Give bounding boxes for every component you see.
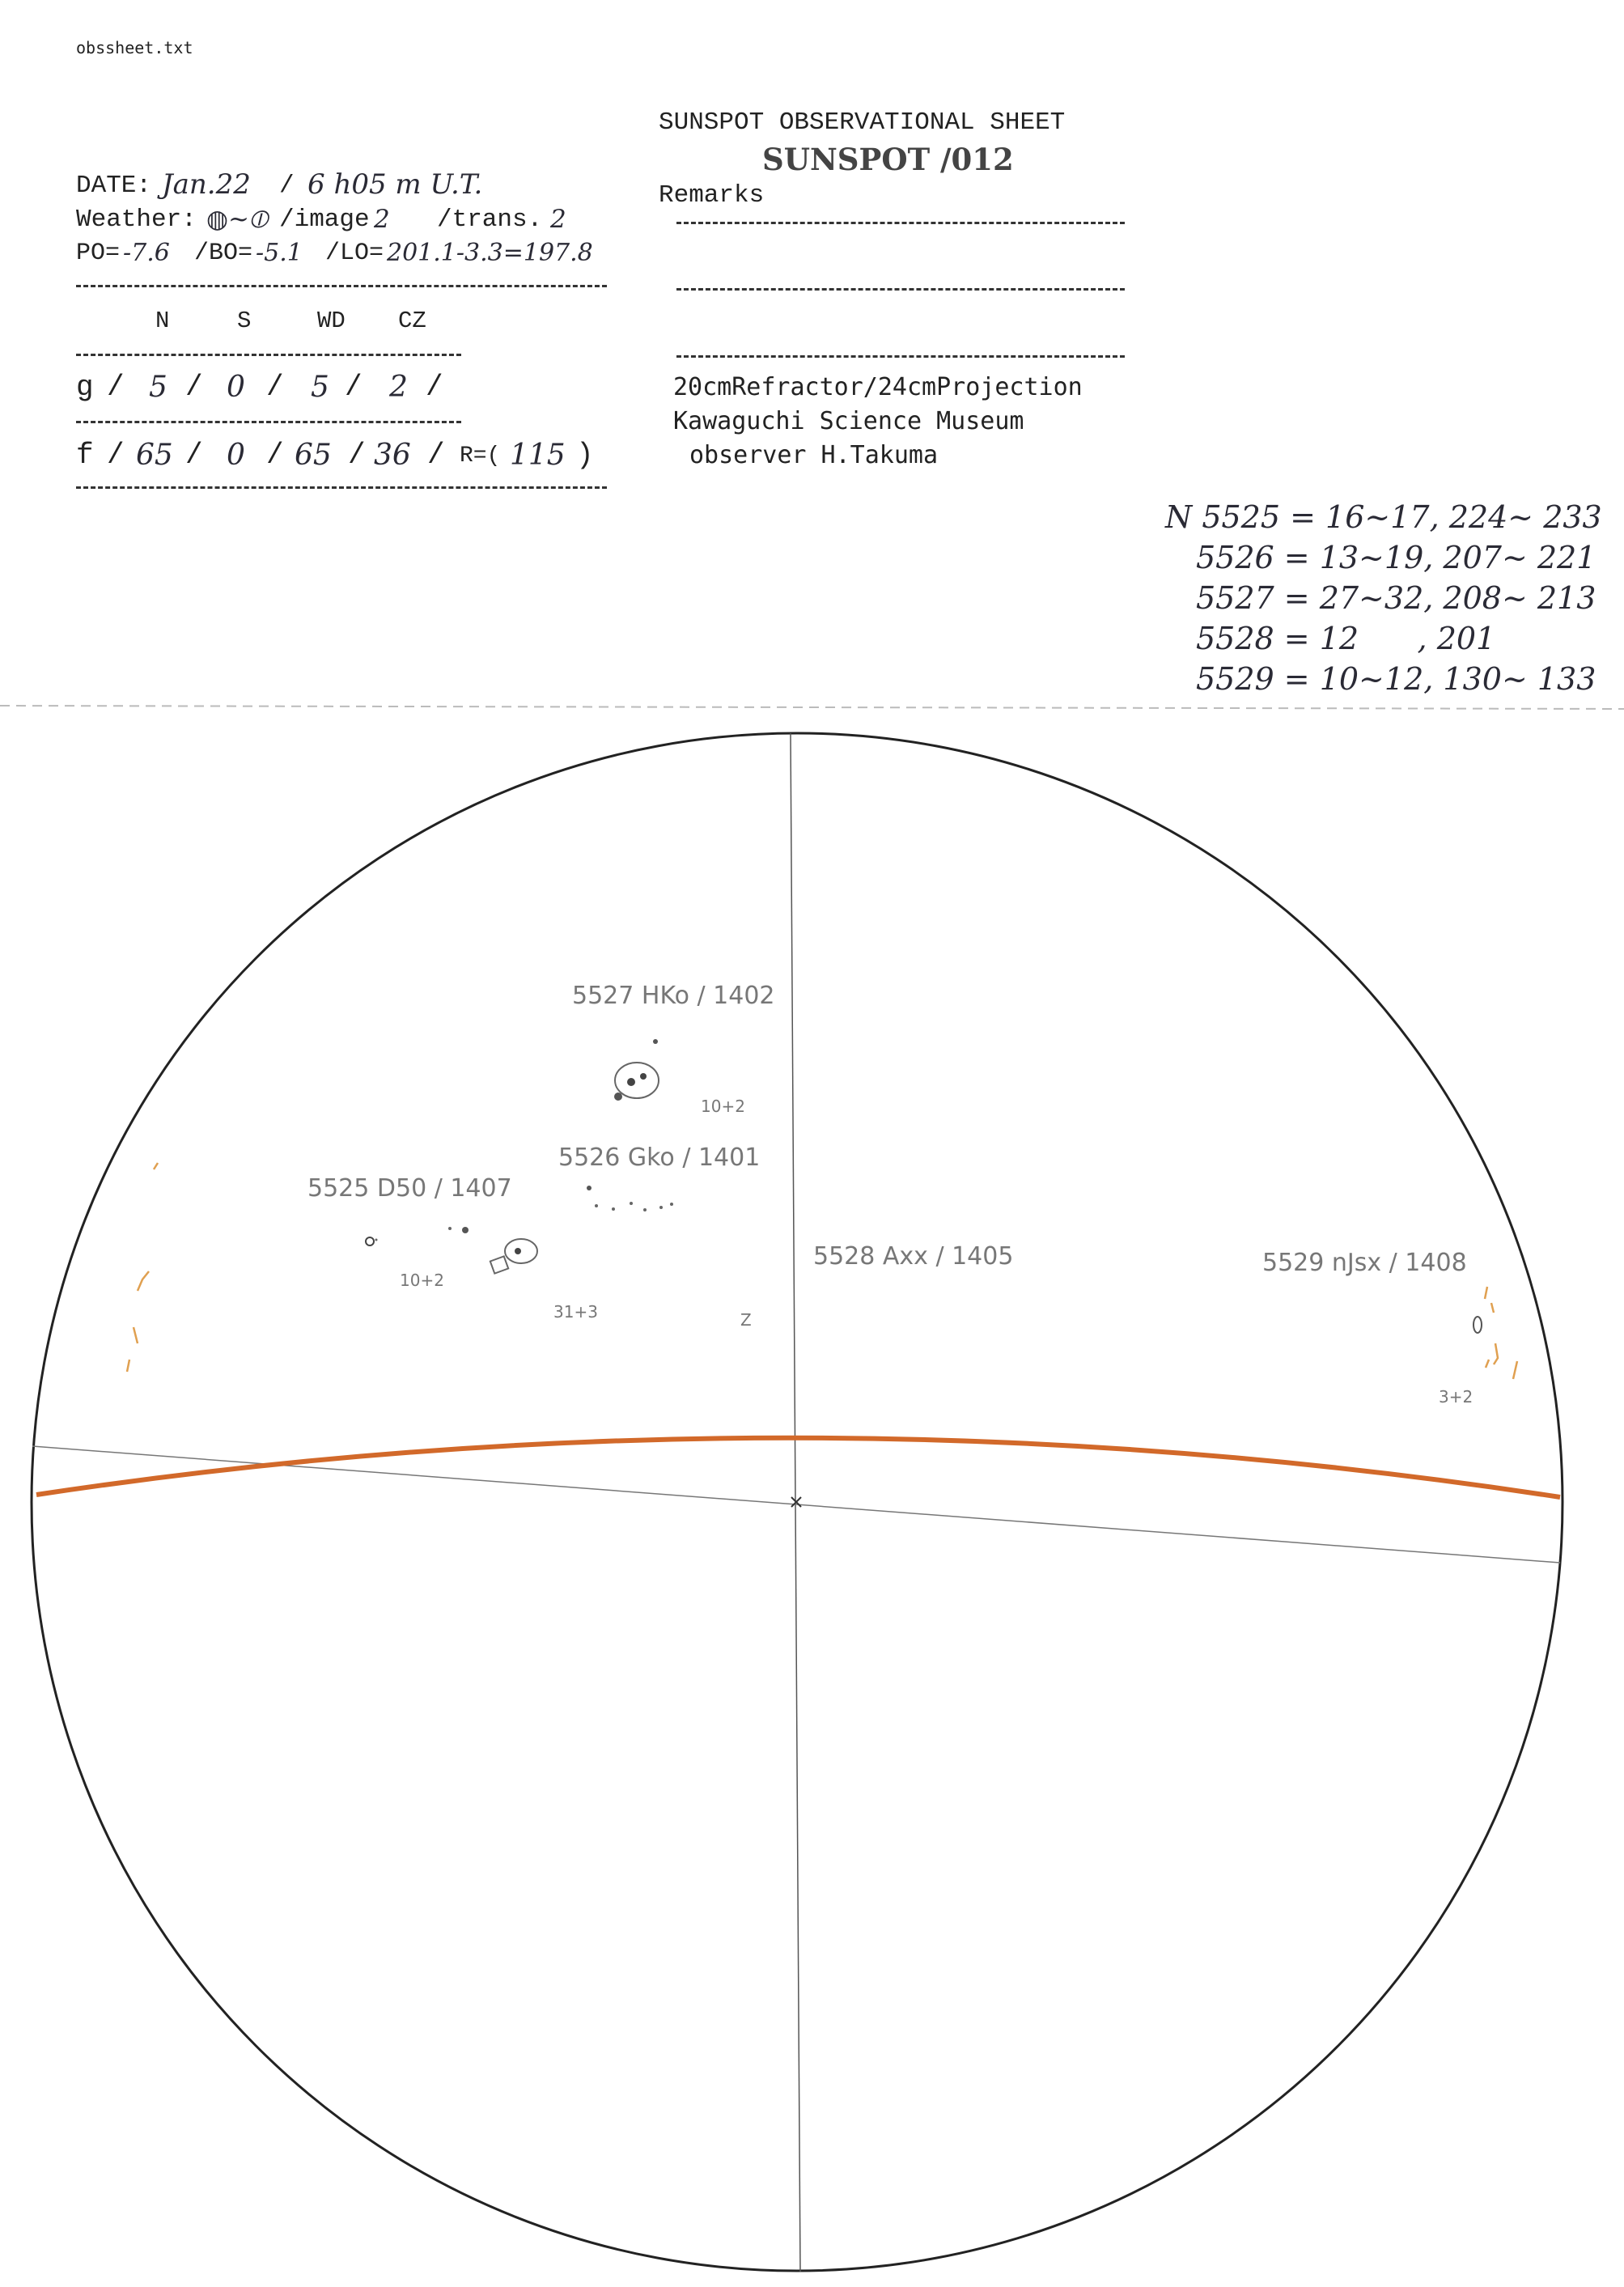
group-5528-mark: Z bbox=[740, 1310, 752, 1330]
sheet-stamp: SUNSPOT /012 bbox=[762, 142, 1014, 177]
group-5525-label: 5525 D50 / 1407 bbox=[307, 1174, 512, 1203]
weather-symbols: ◍~⦶ bbox=[206, 205, 268, 234]
sheet-title: SUNSPOT OBSERVATIONAL SHEET bbox=[659, 108, 1066, 137]
site: Kawaguchi Science Museum bbox=[673, 407, 1024, 435]
separator: / bbox=[185, 371, 203, 404]
separator: / bbox=[266, 371, 284, 404]
date-label: DATE: bbox=[76, 172, 152, 200]
divider bbox=[76, 285, 607, 287]
time-value: 6 h05 m U.T. bbox=[307, 168, 483, 201]
cell-f-cz: 36 bbox=[374, 439, 411, 472]
separator: / bbox=[427, 439, 445, 472]
remarks-line bbox=[676, 288, 1125, 291]
separator: / bbox=[266, 439, 284, 472]
lo-label: /LO= bbox=[325, 240, 384, 267]
col-wd: WD bbox=[317, 308, 346, 334]
sunspot bbox=[1473, 1316, 1482, 1334]
bo-label: /BO= bbox=[194, 240, 253, 267]
group-5527-label: 5527 HKo / 1402 bbox=[572, 982, 775, 1010]
sunspot-penumbra bbox=[504, 1238, 538, 1264]
group-note: N 5525 = 16~17, 224~ 233 bbox=[1165, 499, 1602, 535]
fold-line bbox=[0, 705, 1624, 710]
separator: / bbox=[107, 371, 125, 404]
cell-f-wd: 65 bbox=[295, 439, 332, 472]
divider bbox=[76, 486, 607, 489]
date-value: Jan.22 bbox=[162, 168, 251, 201]
group-note: 5529 = 10~12, 130~ 133 bbox=[1196, 661, 1596, 697]
separator: / bbox=[185, 439, 203, 472]
row-label-f: f bbox=[76, 439, 94, 472]
trans-label: /trans. bbox=[437, 206, 543, 234]
sunspot bbox=[365, 1237, 375, 1246]
image-value: 2 bbox=[374, 205, 390, 234]
separator: / bbox=[348, 439, 366, 472]
sunspot bbox=[643, 1208, 647, 1211]
observer: observer H.Takuma bbox=[689, 441, 939, 469]
po-label: PO= bbox=[76, 240, 121, 267]
group-5526-label: 5526 Gko / 1401 bbox=[558, 1144, 760, 1172]
equator-line bbox=[36, 1435, 1561, 1500]
bo-value: -5.1 bbox=[256, 239, 303, 267]
sunspot-umbra bbox=[627, 1078, 635, 1086]
sunspot bbox=[462, 1227, 469, 1233]
sunspot bbox=[659, 1206, 663, 1209]
group-5528-label: 5528 Axx / 1405 bbox=[813, 1242, 1013, 1271]
center-cross-icon bbox=[791, 1496, 802, 1508]
r-label: R=( bbox=[460, 443, 501, 469]
po-value: -7.6 bbox=[123, 239, 170, 267]
group-note: 5526 = 13~19, 207~ 221 bbox=[1196, 540, 1596, 575]
faculae bbox=[125, 1162, 1519, 1380]
col-n: N bbox=[155, 308, 170, 334]
telescope: 20cmRefractor/24cmProjection bbox=[673, 373, 1083, 401]
lo-value: 201.1-3.3=197.8 bbox=[387, 239, 593, 267]
image-label: /image bbox=[279, 206, 370, 234]
sunspot bbox=[612, 1207, 615, 1211]
col-s: S bbox=[237, 308, 252, 334]
group-5525-count: 10+2 bbox=[400, 1271, 444, 1290]
cell-g-n: 5 bbox=[149, 371, 167, 404]
col-cz: CZ bbox=[398, 308, 426, 334]
cell-f-n: 65 bbox=[136, 439, 173, 472]
group-5527-count: 10+2 bbox=[701, 1097, 745, 1116]
row-label-g: g bbox=[76, 371, 94, 404]
divider bbox=[76, 354, 461, 356]
cell-g-wd: 5 bbox=[311, 371, 329, 404]
sunspot bbox=[670, 1203, 673, 1206]
group-5526-count: 31+3 bbox=[553, 1302, 598, 1322]
separator: / bbox=[107, 439, 125, 472]
sunspot-penumbra bbox=[489, 1255, 510, 1275]
sunspot bbox=[448, 1227, 452, 1230]
sunspot-umbra bbox=[515, 1248, 521, 1254]
trans-value: 2 bbox=[550, 205, 566, 234]
sunspot bbox=[595, 1204, 598, 1207]
separator: / bbox=[279, 172, 295, 200]
sunspot-umbra bbox=[640, 1073, 647, 1080]
group-5529-count: 3+2 bbox=[1439, 1387, 1473, 1407]
r-close: ) bbox=[576, 439, 594, 472]
file-name: obssheet.txt bbox=[76, 38, 193, 57]
group-5529-label: 5529 nJsx / 1408 bbox=[1262, 1249, 1467, 1277]
r-value: 115 bbox=[510, 439, 566, 472]
group-note: 5528 = 12 , 201 bbox=[1196, 621, 1496, 656]
sunspot bbox=[375, 1238, 378, 1241]
cell-f-s: 0 bbox=[227, 439, 245, 472]
divider bbox=[76, 421, 461, 423]
sunspot bbox=[653, 1039, 658, 1044]
separator: / bbox=[345, 371, 363, 404]
remarks-line bbox=[676, 355, 1125, 358]
sunspot bbox=[630, 1202, 633, 1205]
cell-g-cz: 2 bbox=[389, 371, 408, 404]
solar-limb bbox=[30, 732, 1564, 2272]
remarks-line bbox=[676, 222, 1125, 224]
separator: / bbox=[426, 371, 443, 404]
sunspot-penumbra bbox=[614, 1062, 659, 1099]
sunspot bbox=[587, 1186, 592, 1190]
remarks-label: Remarks bbox=[659, 181, 765, 210]
sunspot bbox=[614, 1093, 622, 1101]
group-note: 5527 = 27~32, 208~ 213 bbox=[1196, 580, 1596, 616]
weather-label: Weather: bbox=[76, 206, 197, 234]
cell-g-s: 0 bbox=[227, 371, 245, 404]
